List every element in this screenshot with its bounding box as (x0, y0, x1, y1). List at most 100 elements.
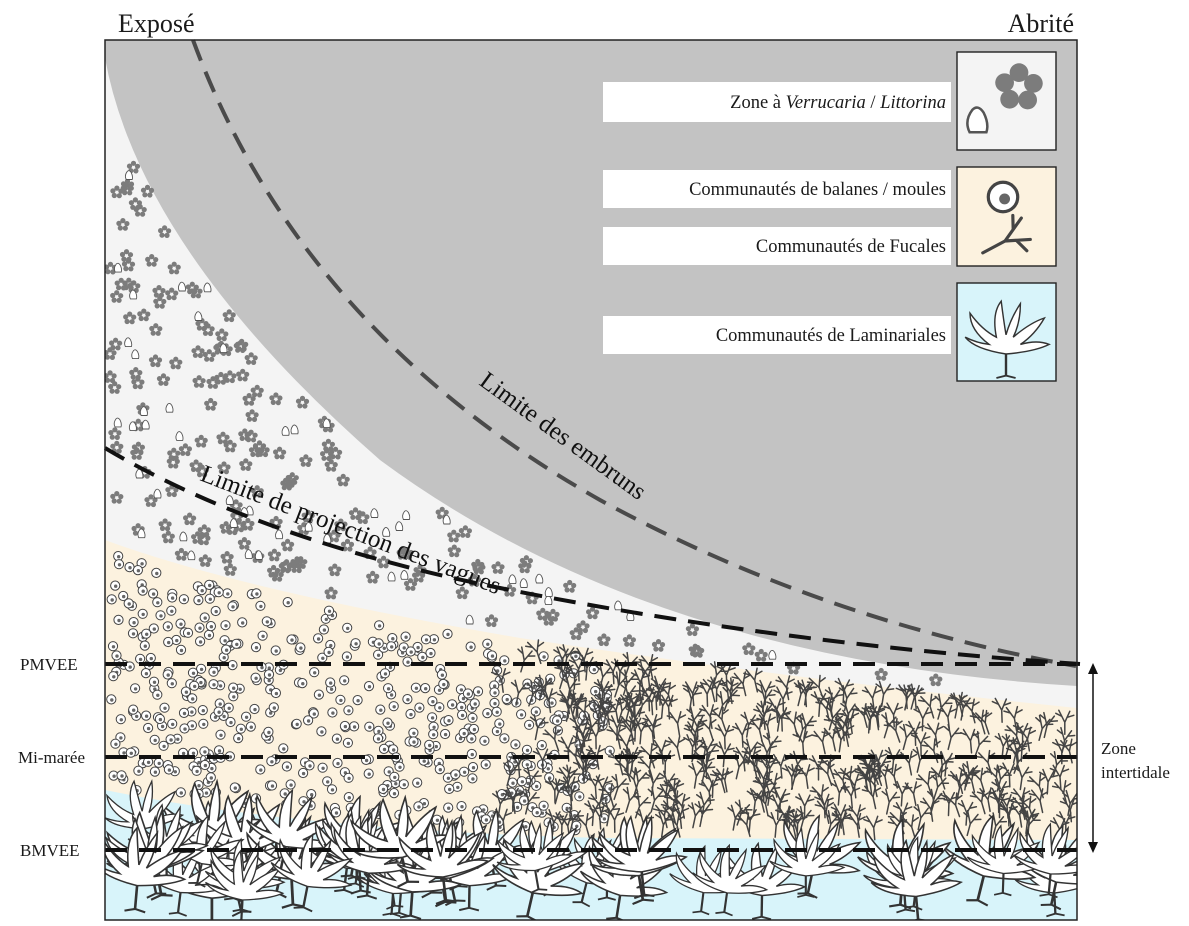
barnacle-mark (538, 651, 549, 662)
barnacle-mark (178, 707, 190, 718)
barnacle-mark (342, 622, 353, 633)
barnacle-mark (167, 718, 178, 729)
barnacle-mark (398, 779, 409, 790)
barnacle-mark (133, 765, 144, 776)
barnacle-mark (107, 641, 119, 652)
barnacle-mark (162, 621, 173, 632)
barnacle-mark (373, 638, 384, 649)
barnacle-mark (436, 669, 447, 680)
barnacle-mark (480, 759, 491, 770)
barnacle-mark (270, 687, 281, 699)
barnacle-mark (199, 746, 210, 757)
barnacle-mark (343, 705, 354, 716)
barnacle-mark (341, 651, 352, 662)
barnacle-mark (372, 733, 384, 744)
barnacle-mark (227, 660, 238, 671)
barnacle-mark (241, 711, 252, 722)
barnacle-mark (501, 693, 512, 705)
intertidal-range-arrow (1088, 663, 1098, 853)
projection-limit-curve (103, 446, 1081, 666)
barnacle-mark (388, 788, 400, 799)
barnacle-mark (442, 628, 453, 639)
barnacle-mark (163, 636, 174, 648)
barnacle-mark (443, 715, 454, 726)
barnacle-mark (510, 739, 521, 750)
barnacle-mark (332, 757, 343, 769)
barnacle-mark (270, 645, 281, 656)
barnacle-mark (420, 683, 431, 694)
barnacle-mark (140, 668, 151, 679)
barnacle-mark (128, 704, 139, 715)
barnacle-mark (335, 694, 346, 705)
barnacle-mark (281, 761, 292, 772)
barnacle-mark (402, 694, 413, 705)
barnacle-mark (113, 614, 124, 625)
barnacle-mark (282, 597, 293, 608)
barnacle-mark (111, 650, 122, 661)
barnacle-mark (456, 801, 467, 812)
barnacle-mark (228, 682, 239, 693)
barnacle-mark (379, 668, 391, 679)
barnacle-mark (231, 638, 242, 649)
barnacle-mark (552, 715, 563, 726)
barnacle-mark (149, 766, 160, 777)
barnacle-mark (424, 739, 435, 750)
barnacle-mark (394, 761, 405, 772)
barnacle-mark (402, 656, 413, 667)
barnacle-mark (413, 801, 424, 812)
barnacle-mark (447, 699, 458, 710)
barnacle-mark (137, 608, 148, 619)
barnacle-mark (375, 704, 386, 715)
barnacle-mark (440, 728, 451, 740)
barnacle-mark (250, 642, 262, 653)
barnacle-mark (343, 772, 354, 783)
barnacle-mark (343, 792, 354, 803)
barnacle-mark (221, 644, 232, 655)
barnacle-mark (309, 667, 320, 678)
barnacle-mark (479, 735, 490, 746)
barnacle-mark (499, 733, 510, 744)
barnacle-mark (400, 631, 411, 642)
barnacle-mark (363, 681, 375, 692)
barnacle-mark (438, 678, 449, 690)
barnacle-mark (106, 594, 117, 605)
barnacle-mark (199, 612, 210, 623)
barnacle-mark (387, 633, 398, 644)
barnacle-mark (499, 655, 510, 666)
barnacle-mark (249, 703, 260, 715)
barnacle-mark (414, 702, 425, 713)
barnacle-mark (427, 712, 438, 723)
barnacle-mark (482, 708, 493, 719)
barnacle-mark (291, 718, 302, 729)
barnacle-mark (434, 764, 445, 775)
barnacle-mark (139, 640, 150, 651)
barnacle-mark (468, 723, 479, 735)
barnacle-mark (205, 772, 216, 783)
barnacle-mark (323, 646, 334, 657)
barnacle-mark (469, 698, 480, 709)
barnacle-mark (130, 683, 141, 694)
barnacle-mark (154, 713, 165, 725)
barnacle-mark (389, 771, 400, 782)
barnacle-mark (127, 628, 139, 639)
barnacle-mark (295, 642, 306, 653)
barnacle-mark (331, 733, 342, 744)
barnacle-mark (350, 638, 361, 649)
barnacle-mark (536, 740, 547, 751)
barnacle-mark (195, 636, 206, 647)
barnacle-mark (405, 646, 416, 657)
barnacle-mark (179, 723, 190, 734)
barnacle-mark (352, 695, 363, 706)
embruns-limit-curve (191, 39, 1077, 668)
barnacle-mark (443, 802, 454, 813)
barnacle-mark (318, 624, 329, 635)
barnacle-mark (204, 579, 215, 590)
barnacle-mark (110, 738, 121, 749)
barnacle-mark (313, 633, 324, 644)
barnacle-mark (521, 759, 532, 770)
barnacle-mark (489, 697, 500, 709)
intertidal-label-line1: Zone (1101, 739, 1136, 758)
barnacle-mark (220, 620, 231, 631)
barnacle-mark (530, 706, 541, 717)
barnacle-mark (524, 719, 535, 730)
